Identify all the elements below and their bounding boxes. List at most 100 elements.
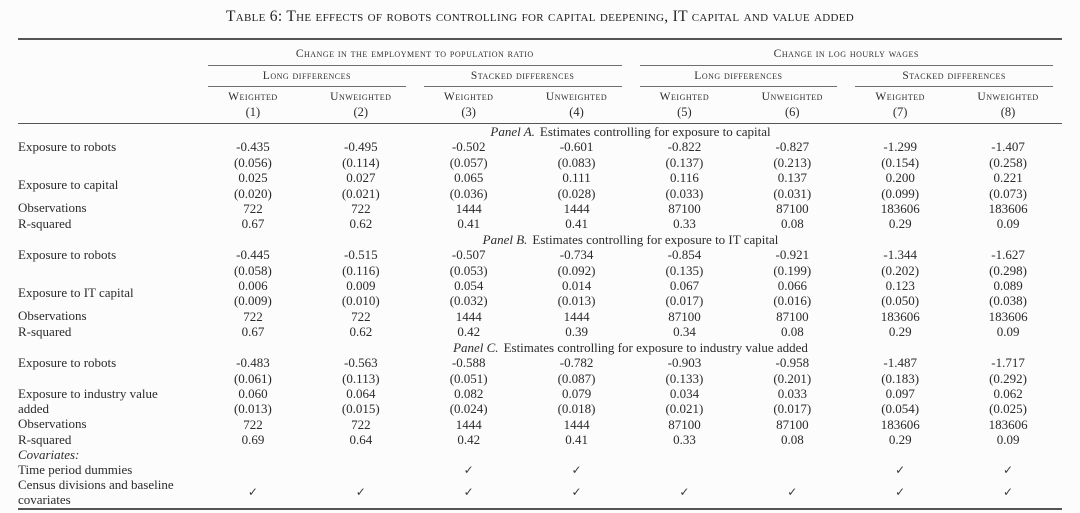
se-cell: (0.032) [449,293,488,309]
se-cell: (0.024) [449,401,488,417]
check-cell: ✓ [571,485,582,500]
coef-cell: 0.060 [238,385,268,401]
rsq-cell: 0.08 [780,432,804,448]
group-rule [631,64,1063,67]
obs-cell: 183606 [988,201,1028,217]
rsq-cell: 0.42 [457,324,481,340]
obs-cell: 183606 [880,201,920,217]
check-cell: ✓ [571,462,582,477]
regression-table: Change in the employment to population r… [18,38,1062,510]
table-row: (0.013) (0.015) (0.024) (0.018) (0.021) (0.01… [18,401,1062,416]
subgroup-stacked-differences: Stacked differences [470,70,575,82]
coef-cell: 0.009 [346,278,376,294]
rsq-cell: 0.42 [457,432,481,448]
rsq-cell: 0.09 [996,324,1020,340]
rsq-cell: 0.09 [996,216,1020,232]
subgroup-rule [631,85,847,88]
row-label-time-period-dummies: Time period dummies [18,462,133,478]
panel-c-header: Panel C. Estimates controlling for exposu… [453,339,808,355]
coef-cell: 0.025 [238,170,268,186]
coef-cell: -1.407 [991,139,1025,155]
rsq-cell: 0.08 [780,324,804,340]
rsq-cell: 0.29 [888,216,912,232]
row-label-observations: Observations [18,200,87,216]
coef-cell: 0.027 [346,170,376,186]
se-cell: (0.036) [449,185,488,201]
rsq-cell: 0.41 [457,216,481,232]
rsq-cell: 0.67 [241,324,265,340]
col-header-2: Unweighted (2) [306,88,415,124]
se-cell: (0.013) [233,401,272,417]
obs-cell: 183606 [880,416,920,432]
check-cell: ✓ [463,462,474,477]
se-cell: (0.010) [341,293,380,309]
coef-cell: 0.067 [669,278,700,294]
se-cell: (0.154) [881,154,920,170]
coef-cell: -0.854 [667,247,702,263]
table-row: Census divisions and baseline covariates… [18,477,1062,508]
coef-cell: 0.089 [993,278,1023,294]
coef-cell: -0.502 [451,139,486,155]
table-row: R-squared 0.67 0.62 0.42 0.39 0.34 0.08 0.29 0.… [18,323,1062,340]
coef-cell: -0.507 [451,247,486,263]
table-row: Observations 722 722 1444 1444 87100 87100 183… [18,308,1062,324]
obs-cell: 87100 [668,308,701,324]
obs-cell: 87100 [668,416,701,432]
table-row: Exposure to robots -0.483 -0.563 -0.588 -0.… [18,355,1062,370]
check-cell: ✓ [895,462,906,477]
coef-cell: -1.299 [883,139,917,155]
coef-cell: -0.782 [559,355,594,371]
table-row: R-squared 0.67 0.62 0.41 0.41 0.33 0.08 0.29 0.… [18,215,1062,232]
rsq-cell: 0.64 [349,432,373,448]
obs-cell: 722 [351,308,371,324]
obs-cell: 1444 [563,308,590,324]
coef-cell: 0.137 [777,170,807,186]
coef-cell: -0.958 [775,355,810,371]
se-cell: (0.133) [665,370,704,386]
coef-cell: 0.082 [454,385,484,401]
row-label-r-squared: R-squared [18,323,72,339]
row-spacer [18,124,199,140]
se-cell: (0.073) [989,185,1028,201]
header-spacer [18,39,199,64]
obs-cell: 183606 [880,308,920,324]
coef-cell: -0.435 [236,139,270,155]
se-cell: (0.116) [342,262,380,278]
se-cell: (0.058) [233,262,272,278]
obs-cell: 722 [351,416,371,432]
col-header-1: Weighted (1) [199,88,307,124]
row-spacer [18,232,199,247]
rsq-cell: 0.29 [888,324,912,340]
coef-cell: 0.116 [670,170,699,186]
header-spacer [18,88,199,124]
table-row: (0.056) (0.114) (0.057) (0.083) (0.137) (0.21… [18,155,1062,170]
table-row: Covariates: [18,447,1062,463]
coef-cell: -0.483 [236,355,270,371]
row-label-r-squared: R-squared [18,215,72,231]
col-header-8: Unweighted (8) [954,88,1062,124]
coef-cell: 0.111 [562,170,591,186]
coef-cell: 0.097 [885,385,915,401]
check-cell: ✓ [787,485,798,500]
subgroup-long-differences: Long differences [694,70,783,82]
table-row: (0.009) (0.010) (0.032) (0.013) (0.017) (0.01… [18,293,1062,308]
subgroup-rule [199,85,415,88]
coef-cell: -0.495 [344,139,378,155]
se-cell: (0.213) [773,154,812,170]
se-cell: (0.017) [773,401,812,417]
coef-cell: 0.066 [777,278,807,294]
subgroup-stacked-differences: Stacked differences [902,70,1006,82]
subgroup-rule [415,85,631,88]
obs-cell: 87100 [668,201,701,217]
subgroup-rule [846,85,1062,88]
rsq-cell: 0.67 [241,216,265,232]
se-cell: (0.051) [449,370,488,386]
col-header-4: Unweighted (4) [522,88,631,124]
coef-cell: -0.601 [559,139,594,155]
coef-cell: -0.445 [236,247,270,263]
coef-cell: 0.200 [885,170,915,186]
obs-cell: 1444 [563,201,590,217]
se-cell: (0.054) [881,401,920,417]
table-body: Panel A. Estimates controlling for exposu… [18,124,1062,509]
